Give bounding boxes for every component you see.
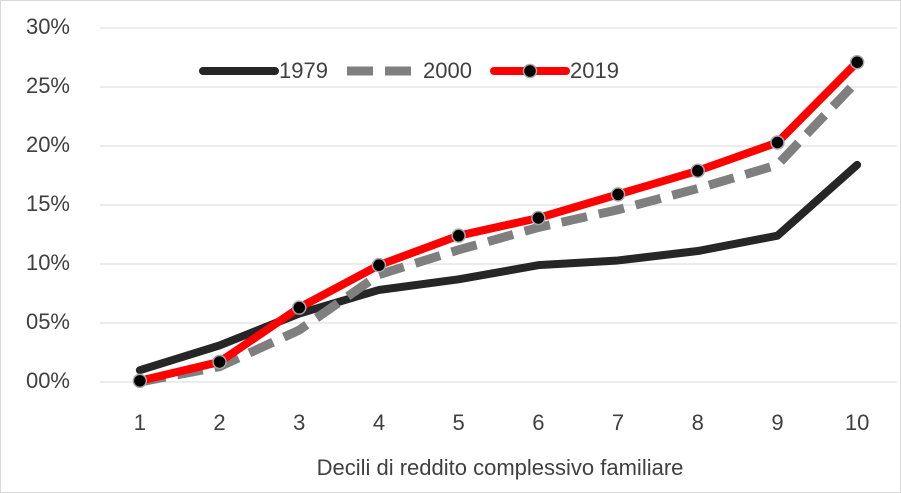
x-tick-label: 4	[373, 410, 385, 435]
marker	[849, 54, 865, 70]
x-tick-label: 8	[692, 410, 704, 435]
marker	[770, 135, 785, 150]
legend-label: 2019	[570, 58, 619, 83]
marker	[531, 210, 546, 226]
series-line	[135, 160, 862, 375]
marker	[690, 163, 705, 179]
series-line	[135, 58, 862, 385]
marker	[610, 187, 626, 202]
marker	[371, 257, 387, 273]
x-tick-label: 3	[293, 410, 305, 435]
y-tick-label: 10%	[26, 250, 70, 275]
x-tick-label: 2	[213, 410, 225, 435]
x-tick-label: 9	[771, 410, 783, 435]
y-tick-label: 30%	[26, 14, 70, 39]
legend-label: 1979	[279, 58, 328, 83]
marker	[212, 354, 227, 370]
y-tick-label: 25%	[26, 73, 70, 98]
legend-label: 2000	[423, 58, 472, 83]
series-line	[138, 77, 861, 387]
marker	[292, 300, 307, 315]
x-tick-label: 1	[134, 410, 146, 435]
x-axis-title: Decili di reddito complessivo familiare	[317, 455, 684, 480]
x-tick-label: 10	[845, 410, 869, 435]
y-tick-label: 20%	[26, 132, 70, 157]
y-tick-label: 15%	[26, 191, 70, 216]
x-tick-label: 5	[453, 410, 465, 435]
marker	[132, 373, 148, 389]
y-tick-label: 00%	[26, 368, 70, 393]
legend-marker	[522, 63, 538, 79]
marker	[451, 228, 466, 243]
x-tick-label: 7	[612, 410, 624, 435]
x-tick-label: 6	[532, 410, 544, 435]
y-tick-label: 05%	[26, 309, 70, 334]
